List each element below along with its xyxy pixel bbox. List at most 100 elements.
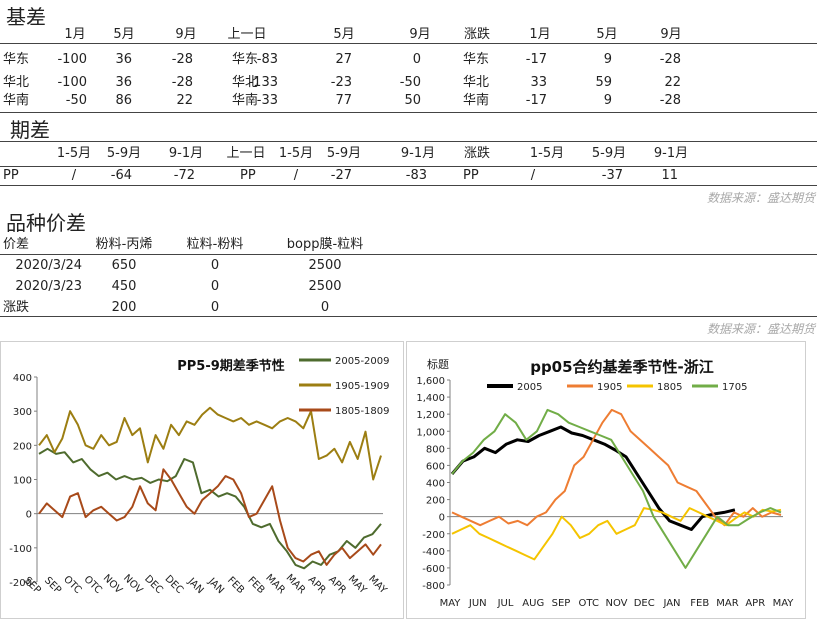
series-line-2005-2009	[38, 447, 382, 570]
x-tick-label: DEC	[162, 573, 185, 596]
data-source-note: 数据来源：盛达期货	[706, 322, 815, 336]
row-label: 华南	[463, 93, 490, 108]
table-cell: -50	[65, 93, 87, 108]
table-cell: 22	[176, 93, 193, 108]
pp05-basis-seasonality-chart: 标题 pp05合约基差季节性-浙江 1,600 1,400 1,200 1,000 800 6…	[416, 357, 794, 609]
x-tick-label: NOV	[121, 573, 144, 596]
column-header: 1月	[64, 27, 86, 42]
y-axis-title: 标题	[427, 357, 449, 371]
y-tick-label: 1,200	[416, 410, 445, 421]
x-tick-label: JAN	[185, 576, 206, 597]
table-cell: -100	[57, 52, 87, 67]
chart-title: PP5-9期差季节性	[177, 358, 285, 374]
column-header: 1-5月	[278, 146, 314, 161]
legend-label: 2005-2009	[335, 356, 390, 367]
y-tick-label: 600	[426, 461, 445, 472]
table-cell: 22	[664, 75, 681, 90]
x-tick-label: MAR	[716, 598, 738, 609]
x-tick-label: MAY	[366, 574, 389, 597]
column-header: 9-1月	[168, 146, 204, 161]
x-tick-label: JAN	[662, 598, 680, 609]
row-label: 2020/3/23	[15, 279, 82, 294]
legend-label: 1705	[722, 382, 747, 393]
column-header: 上一日	[226, 146, 266, 161]
y-tick-label: -200	[9, 578, 32, 589]
row-label: 华北	[232, 75, 259, 90]
table-cell: 59	[595, 75, 612, 90]
table-cell: -28	[171, 75, 193, 90]
row-label: 华北	[463, 75, 490, 90]
row-label: 华南	[3, 93, 30, 108]
column-header: 涨跌	[463, 146, 490, 161]
divider-basis	[0, 112, 817, 113]
table-cell: 86	[115, 93, 132, 108]
table-cell: /	[293, 168, 299, 183]
header-rule-basis	[0, 43, 817, 44]
table-cell: -28	[171, 52, 193, 67]
row-label: 华东	[232, 52, 259, 67]
table-cell: 27	[335, 52, 352, 67]
data-source-note: 数据来源：盛达期货	[706, 191, 815, 205]
column-header: 粒料-粉料	[186, 237, 244, 252]
legend-label: 1805-1809	[335, 406, 390, 417]
y-tick-label: 1,600	[416, 376, 445, 387]
x-tick-label: APR	[326, 574, 348, 596]
column-header: 9月	[175, 27, 197, 42]
y-tick-label: -400	[422, 547, 445, 558]
column-header: 5-9月	[591, 146, 627, 161]
section-title-variety: 品种价差	[6, 211, 86, 235]
y-tick-label: 200	[426, 496, 445, 507]
column-header: 9-1月	[653, 146, 689, 161]
y-tick-label: -800	[422, 581, 445, 592]
table-cell: 0	[210, 258, 220, 273]
column-header: 1-5月	[56, 146, 92, 161]
table-cell: 450	[111, 279, 137, 294]
x-tick-label: MAR	[284, 572, 308, 596]
table-cell: -33	[256, 93, 278, 108]
x-tick-label: OTC	[579, 598, 599, 609]
column-header: 9月	[660, 27, 682, 42]
table-cell: -100	[57, 75, 87, 90]
x-tick-label: NOV	[605, 598, 627, 609]
y-tick-label: 100	[13, 476, 32, 487]
column-header: 5月	[113, 27, 135, 42]
series-line-1705	[451, 408, 782, 569]
x-tick-label: FEB	[245, 575, 266, 596]
table-cell: 36	[115, 75, 132, 90]
table-cell: -17	[525, 93, 547, 108]
table-cell: -28	[659, 52, 681, 67]
table-cell: -27	[330, 168, 352, 183]
table-cell: -133	[248, 75, 278, 90]
table-cell: /	[71, 168, 77, 183]
chart-title: pp05合约基差季节性-浙江	[530, 358, 714, 376]
x-tick-label: MAY	[440, 598, 462, 609]
row-label: 涨跌	[3, 300, 30, 315]
column-header: 5-9月	[326, 146, 362, 161]
column-header: 粉料-丙烯	[95, 237, 153, 252]
table-cell: -23	[330, 75, 352, 90]
legend-label: 1905-1909	[335, 381, 390, 392]
table-cell: -37	[601, 168, 623, 183]
y-tick-label: 200	[13, 441, 32, 452]
table-cell: 11	[661, 168, 678, 183]
chart-panel-pp59-seasonality: PP5-9期差季节性 400 300 200 100 0 -100 -200 SEP SEP OTC…	[0, 341, 404, 619]
x-tick-label: NOV	[101, 573, 124, 596]
table-cell: 2500	[308, 279, 342, 294]
divider-variety	[0, 316, 817, 317]
column-header: 5月	[333, 27, 355, 42]
x-tick-label: APR	[745, 598, 765, 609]
table-cell: -17	[525, 52, 547, 67]
x-tick-label: FEB	[690, 598, 709, 609]
y-tick-label: 300	[13, 407, 32, 418]
row-label: 2020/3/24	[15, 258, 82, 273]
row-label: 华南	[232, 93, 259, 108]
header-rule-variety	[0, 254, 817, 255]
divider-spread	[0, 185, 817, 186]
table-cell: 200	[111, 300, 137, 315]
y-tick-label: 800	[426, 444, 445, 455]
series-line-1905	[451, 408, 782, 527]
column-header: 5-9月	[106, 146, 142, 161]
y-tick-label: 400	[426, 479, 445, 490]
table-cell: 0	[412, 52, 421, 67]
